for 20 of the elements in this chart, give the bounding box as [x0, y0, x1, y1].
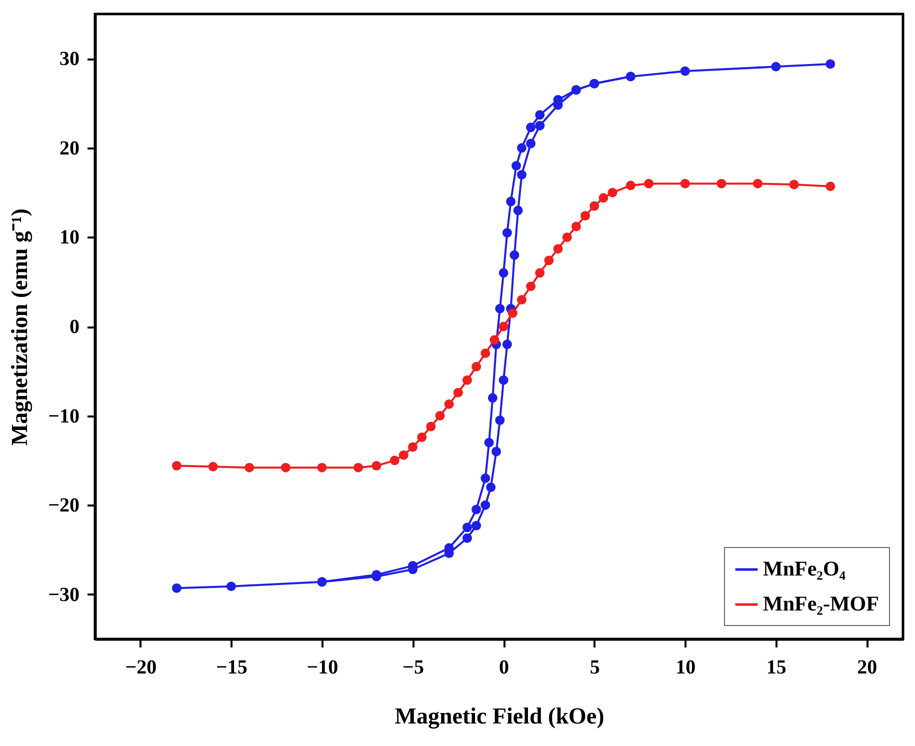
x-axis-title: Magnetic Field (kOe): [394, 704, 604, 730]
y-tick-label: −20: [48, 494, 80, 517]
x-tick-label: −15: [216, 656, 248, 678]
x-tick-label: 10: [676, 656, 696, 678]
x-tick-label: −20: [125, 656, 157, 678]
legend-label: MnFe₂O₄: [763, 556, 846, 580]
x-tick-label: −5: [402, 656, 424, 678]
y-tick-label: 0: [70, 316, 80, 338]
y-tick-label: 20: [60, 137, 80, 160]
y-axis-title: Magnetization (emu g⁻¹): [7, 208, 34, 446]
y-tick-label: −10: [48, 405, 80, 428]
y-tick-label: −30: [48, 584, 80, 606]
x-tick-label: 15: [766, 656, 786, 678]
x-tick-label: −10: [306, 656, 338, 678]
legend-label: MnFe₂-MOF: [763, 592, 879, 616]
y-tick-label: 30: [60, 48, 80, 70]
x-tick-label: 0: [499, 656, 510, 678]
x-tick-label: 5: [590, 656, 600, 678]
x-tick-label: 20: [857, 656, 878, 678]
y-tick-label: 10: [60, 226, 80, 249]
